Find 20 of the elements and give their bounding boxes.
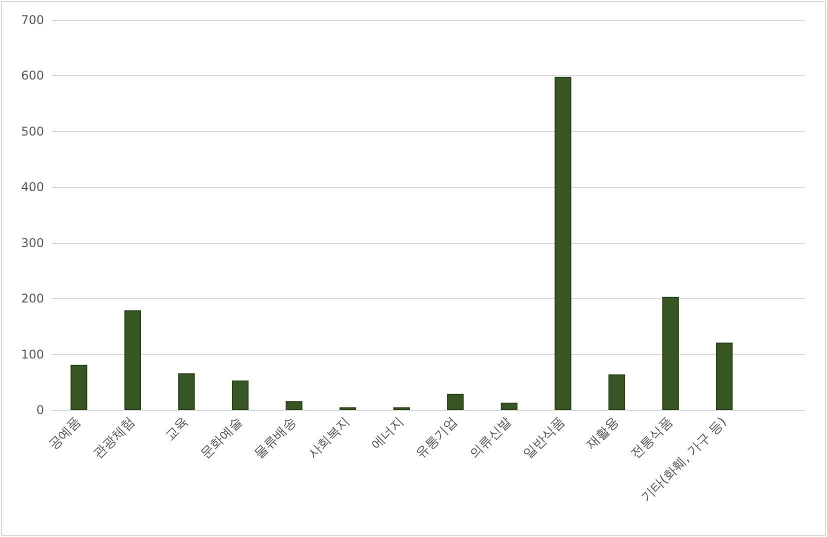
y-tick-label: 0 xyxy=(36,403,44,417)
bar xyxy=(286,401,302,410)
y-tick-label: 300 xyxy=(21,236,44,250)
bar xyxy=(716,342,733,410)
y-tick-label: 100 xyxy=(21,347,44,362)
y-tick-label: 700 xyxy=(21,13,44,27)
bar xyxy=(178,373,195,410)
x-tick-label: 교육 xyxy=(162,414,192,444)
bar xyxy=(447,394,464,410)
bar xyxy=(124,310,142,410)
bar xyxy=(500,402,518,410)
bar xyxy=(554,76,572,410)
y-tick-label: 200 xyxy=(21,292,44,306)
y-tick-label: 500 xyxy=(21,124,44,138)
y-tick-label: 400 xyxy=(21,180,44,194)
bar xyxy=(70,364,88,410)
y-tick-label: 600 xyxy=(21,68,44,83)
bar xyxy=(232,380,249,410)
bar xyxy=(662,296,679,410)
bar xyxy=(608,374,626,410)
